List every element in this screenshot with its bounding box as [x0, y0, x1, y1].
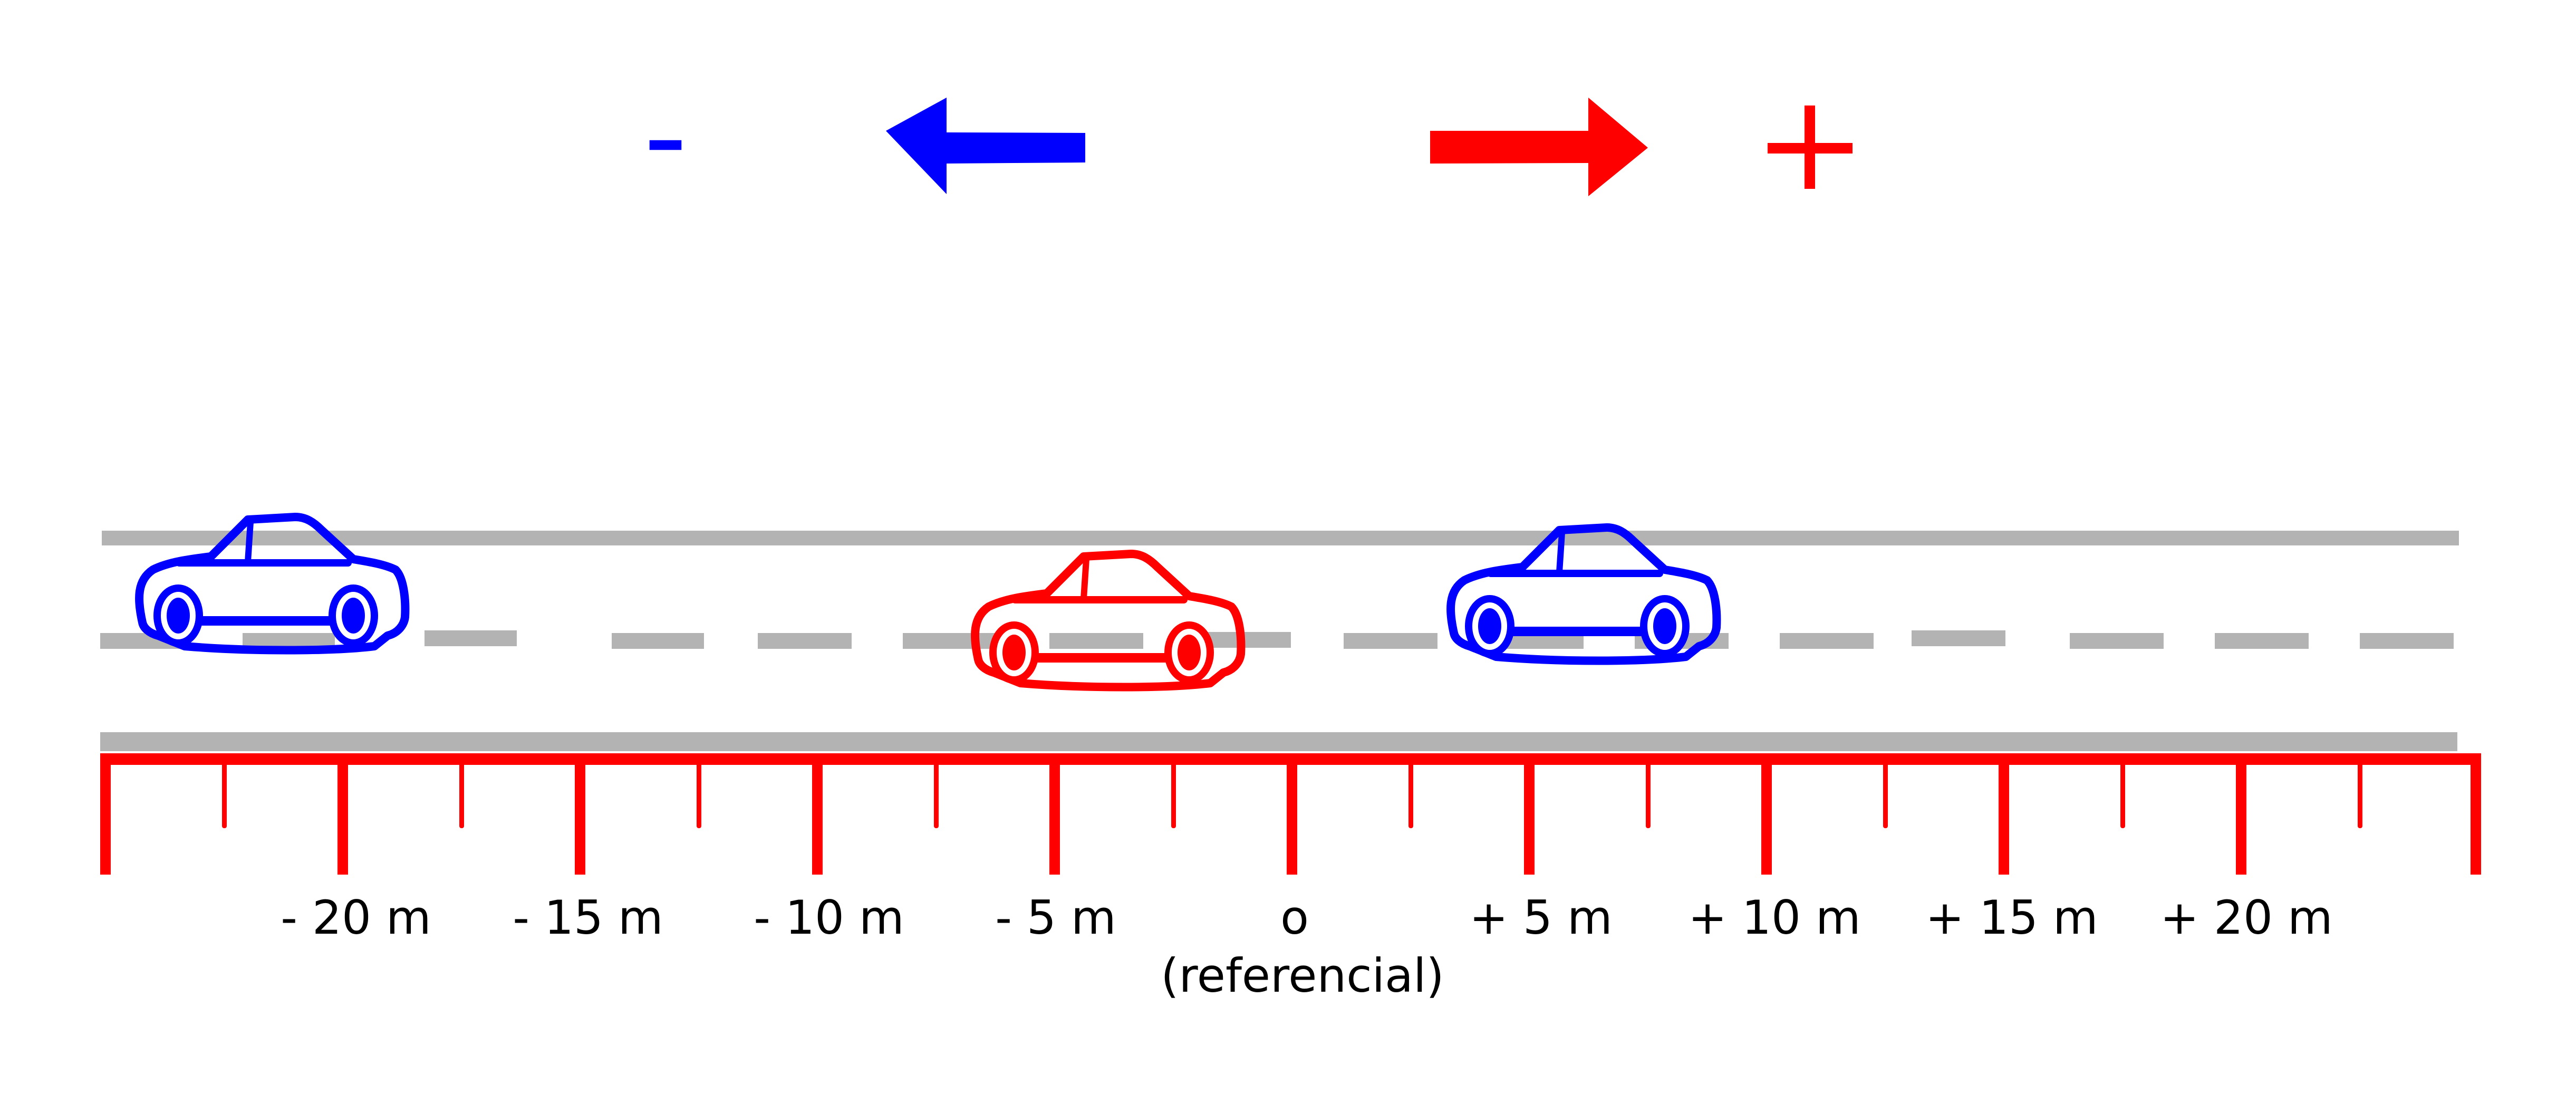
distance-scale [100, 753, 2481, 875]
lane-dash [1912, 630, 2005, 646]
arrow-left-icon [886, 98, 1085, 194]
road-bottom-edge [100, 732, 2457, 751]
scale-label: + 15 m [1925, 890, 2098, 945]
minor-tick [1646, 760, 1651, 828]
direction-legend: - + [644, 66, 1853, 207]
scale-label: - 15 m [513, 890, 663, 945]
scale-label: - 5 m [995, 890, 1116, 945]
scale-label-origin: o [1280, 890, 1309, 945]
major-tick [1049, 753, 1060, 875]
lane-dash [903, 633, 997, 649]
scale-minor-ticks [222, 760, 2362, 828]
scale-label: + 10 m [1688, 890, 1860, 945]
major-tick [2236, 753, 2246, 875]
scale-label: - 20 m [281, 890, 431, 945]
minor-tick [934, 760, 939, 828]
minor-tick [1883, 760, 1888, 828]
scale-labels: - 20 m - 15 m - 10 m - 5 m o + 5 m + 10 … [281, 890, 2332, 1003]
lane-dash [2360, 633, 2454, 649]
minor-tick [1171, 760, 1176, 828]
scale-label: - 10 m [754, 890, 904, 945]
major-tick [575, 753, 585, 875]
major-tick [812, 753, 823, 875]
car-right-icon [1451, 528, 1716, 661]
lane-dash [758, 633, 852, 649]
major-tick [2471, 753, 2481, 875]
scale-label: + 20 m [2160, 890, 2332, 945]
lane-dash [1344, 633, 1437, 649]
lane-dash [1780, 633, 1874, 649]
major-tick [337, 753, 348, 875]
minor-tick [2120, 760, 2125, 828]
minor-tick [1408, 760, 1413, 828]
lane-dash [1049, 633, 1143, 649]
major-tick [1999, 753, 2009, 875]
scale-label: + 5 m [1469, 890, 1612, 945]
minor-tick [459, 760, 464, 828]
road [100, 531, 2459, 751]
minor-tick [697, 760, 701, 828]
lane-dash [2215, 633, 2309, 649]
positive-sign-icon [1768, 106, 1853, 189]
minor-tick [2358, 760, 2362, 828]
major-tick [1287, 753, 1297, 875]
arrow-right-icon [1430, 98, 1648, 196]
major-tick [1524, 753, 1535, 875]
car-reference-icon [975, 554, 1241, 687]
lane-dash [612, 633, 704, 649]
road-center-dashes [100, 630, 2454, 649]
major-tick [100, 753, 111, 875]
minor-tick [222, 760, 227, 828]
negative-sign-label: - [644, 66, 688, 207]
major-tick [1761, 753, 1772, 875]
scale-major-ticks [100, 753, 2481, 875]
lane-dash [424, 630, 517, 646]
lane-dash [2070, 633, 2164, 649]
reference-note: (referencial) [1161, 948, 1444, 1003]
road-top-edge [102, 531, 2459, 545]
